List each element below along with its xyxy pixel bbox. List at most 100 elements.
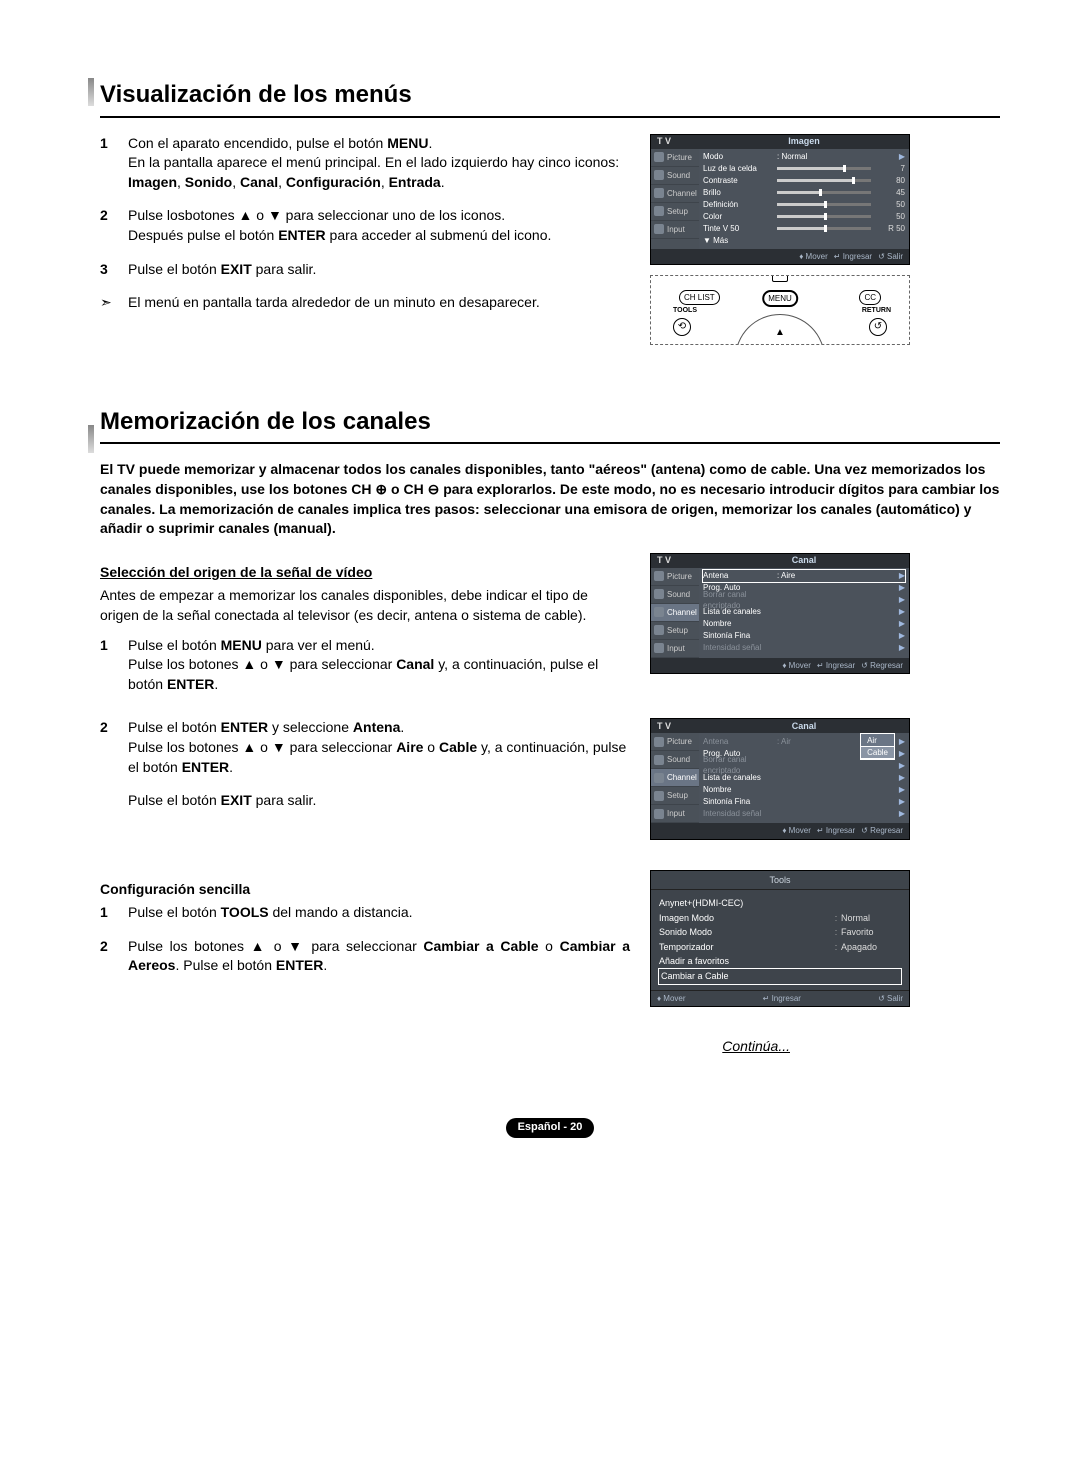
step-number: 1 <box>100 134 114 193</box>
sidebar-icon <box>654 607 664 617</box>
tools-footer-item: ↺ Salir <box>878 993 903 1004</box>
note-text: El menú en pantalla tarda alrededor de u… <box>128 293 540 313</box>
remote-top-icon <box>772 275 788 282</box>
osd-row: Brillo45 <box>703 187 905 199</box>
osd-sidebar-item: Picture <box>651 733 699 751</box>
exit-text: Pulse el botón EXIT para salir. <box>128 791 630 811</box>
dropdown-option[interactable]: Air <box>861 735 894 746</box>
sidebar-icon <box>654 571 664 581</box>
step-number: 2 <box>100 206 114 245</box>
tools-row: Temporizador:Apagado <box>659 940 901 955</box>
dropdown-option[interactable]: Cable <box>861 747 894 758</box>
page-badge: Español - 20 <box>506 1118 595 1137</box>
step-text: Con el aparato encendido, pulse el botón… <box>128 134 630 193</box>
step-number: 2 <box>100 937 114 976</box>
sidebar-icon <box>654 643 664 653</box>
continue-text: Continúa... <box>100 1037 1000 1057</box>
osd-sidebar-item: Input <box>651 805 699 823</box>
osd-row: Definición50 <box>703 199 905 211</box>
step-text: Pulse el botón TOOLS del mando a distanc… <box>128 903 630 923</box>
osd-row: Lista de canales▶ <box>703 771 905 783</box>
tools-title: Tools <box>651 871 909 891</box>
sidebar-icon <box>654 791 664 801</box>
sidebar-icon <box>654 188 664 198</box>
sidebar-icon <box>654 809 664 819</box>
title-deco <box>88 425 94 453</box>
osd-sidebar-item: Input <box>651 640 699 658</box>
osd-sidebar-item: Setup <box>651 203 699 221</box>
cc-button[interactable]: CC <box>859 290 881 305</box>
tools-footer-item: ↵ Ingresar <box>763 993 801 1004</box>
sidebar-icon <box>654 625 664 635</box>
remote-diagram: CH LIST MENU CC TOOLS RETURN ⟲ ↺ ▲ <box>650 275 910 345</box>
osd-more: ▼ Más <box>703 235 905 247</box>
osd-row: Borrar canal encriptado▶ <box>703 594 905 606</box>
return-button[interactable]: ↺ <box>869 318 887 336</box>
menu-button[interactable]: MENU <box>762 290 798 307</box>
sidebar-icon <box>654 773 664 783</box>
osd-canal-2: T VCanal PictureSoundChannelSetupInput A… <box>650 718 910 839</box>
step-text: Pulse los botones ▲ o ▼ para seleccionar… <box>128 937 630 976</box>
step-text: Pulse el botón ENTER y seleccione Antena… <box>128 718 630 777</box>
osd-sidebar-item: Sound <box>651 751 699 769</box>
step-text: Pulse el botón MENU para ver el menú.Pul… <box>128 636 630 695</box>
note-icon: ➣ <box>100 293 118 313</box>
tools-row: Anynet+(HDMI-CEC) <box>659 896 901 911</box>
sub-a-intro: Antes de empezar a memorizar los canales… <box>100 586 630 625</box>
osd-row: Nombre▶ <box>703 783 905 795</box>
step-number: 3 <box>100 260 114 280</box>
osd-row: Sintonía Fina▶ <box>703 795 905 807</box>
osd-row: Intensidad señal▶ <box>703 807 905 819</box>
osd-row: Intensidad señal▶ <box>703 642 905 654</box>
chlist-button[interactable]: CH LIST <box>679 290 720 305</box>
step-text: Pulse el botón EXIT para salir. <box>128 260 630 280</box>
osd-sidebar-item: Sound <box>651 167 699 185</box>
osd-row: Sintonía Fina▶ <box>703 630 905 642</box>
osd-imagen: T VImagen PictureSoundChannelSetupInput … <box>650 134 910 265</box>
osd-sidebar-item: Channel <box>651 769 699 787</box>
tools-button[interactable]: ⟲ <box>673 318 691 336</box>
tools-row: Añadir a favoritos <box>659 954 901 969</box>
tools-label: TOOLS <box>673 306 697 316</box>
step-number: 2 <box>100 718 114 777</box>
sub-heading-b: Configuración sencilla <box>100 880 630 900</box>
sidebar-icon <box>654 224 664 234</box>
sidebar-icon <box>654 589 664 599</box>
sidebar-icon <box>654 206 664 216</box>
sub-heading-a: Selección del origen de la señal de víde… <box>100 563 630 583</box>
tools-row: Sonido Modo:Favorito <box>659 925 901 940</box>
osd-row: Luz de la celda7 <box>703 163 905 175</box>
osd-row: Antena: Aire▶ <box>703 570 905 582</box>
osd-canal-1: T VCanal PictureSoundChannelSetupInput A… <box>650 553 910 674</box>
osd-sidebar-item: Channel <box>651 604 699 622</box>
tools-footer-item: ♦ Mover <box>657 993 686 1004</box>
return-label: RETURN <box>862 306 891 316</box>
osd-row: Color50 <box>703 211 905 223</box>
tools-row: Imagen Modo:Normal <box>659 911 901 926</box>
up-arrow-icon: ▲ <box>775 326 785 340</box>
tools-osd: Tools Anynet+(HDMI-CEC)Imagen Modo:Norma… <box>650 870 910 1007</box>
tools-row: Cambiar a Cable <box>659 969 901 984</box>
step-text: Pulse losbotones ▲ o ▼ para seleccionar … <box>128 206 630 245</box>
antena-dropdown[interactable]: AirCable <box>860 733 895 759</box>
osd-row: Nombre▶ <box>703 618 905 630</box>
section-title-1: Visualización de los menús <box>100 78 1000 118</box>
title-deco <box>88 78 94 106</box>
osd-row: Borrar canal encriptado▶ <box>703 759 905 771</box>
intro-text: El TV puede memorizar y almacenar todos … <box>100 460 1000 538</box>
osd-sidebar-item: Channel <box>651 185 699 203</box>
sidebar-icon <box>654 755 664 765</box>
osd-row: Contraste80 <box>703 175 905 187</box>
osd-sidebar-item: Picture <box>651 568 699 586</box>
osd-sidebar-item: Picture <box>651 149 699 167</box>
sidebar-icon <box>654 737 664 747</box>
section-title-2: Memorización de los canales <box>100 405 1000 445</box>
osd-sidebar-item: Setup <box>651 787 699 805</box>
step-number: 1 <box>100 903 114 923</box>
osd-sidebar-item: Sound <box>651 586 699 604</box>
osd-row: Modo: Normal▶ <box>703 151 905 163</box>
sidebar-icon <box>654 170 664 180</box>
osd-row: Tinte V 50R 50 <box>703 223 905 235</box>
sidebar-icon <box>654 152 664 162</box>
step-number: 1 <box>100 636 114 695</box>
